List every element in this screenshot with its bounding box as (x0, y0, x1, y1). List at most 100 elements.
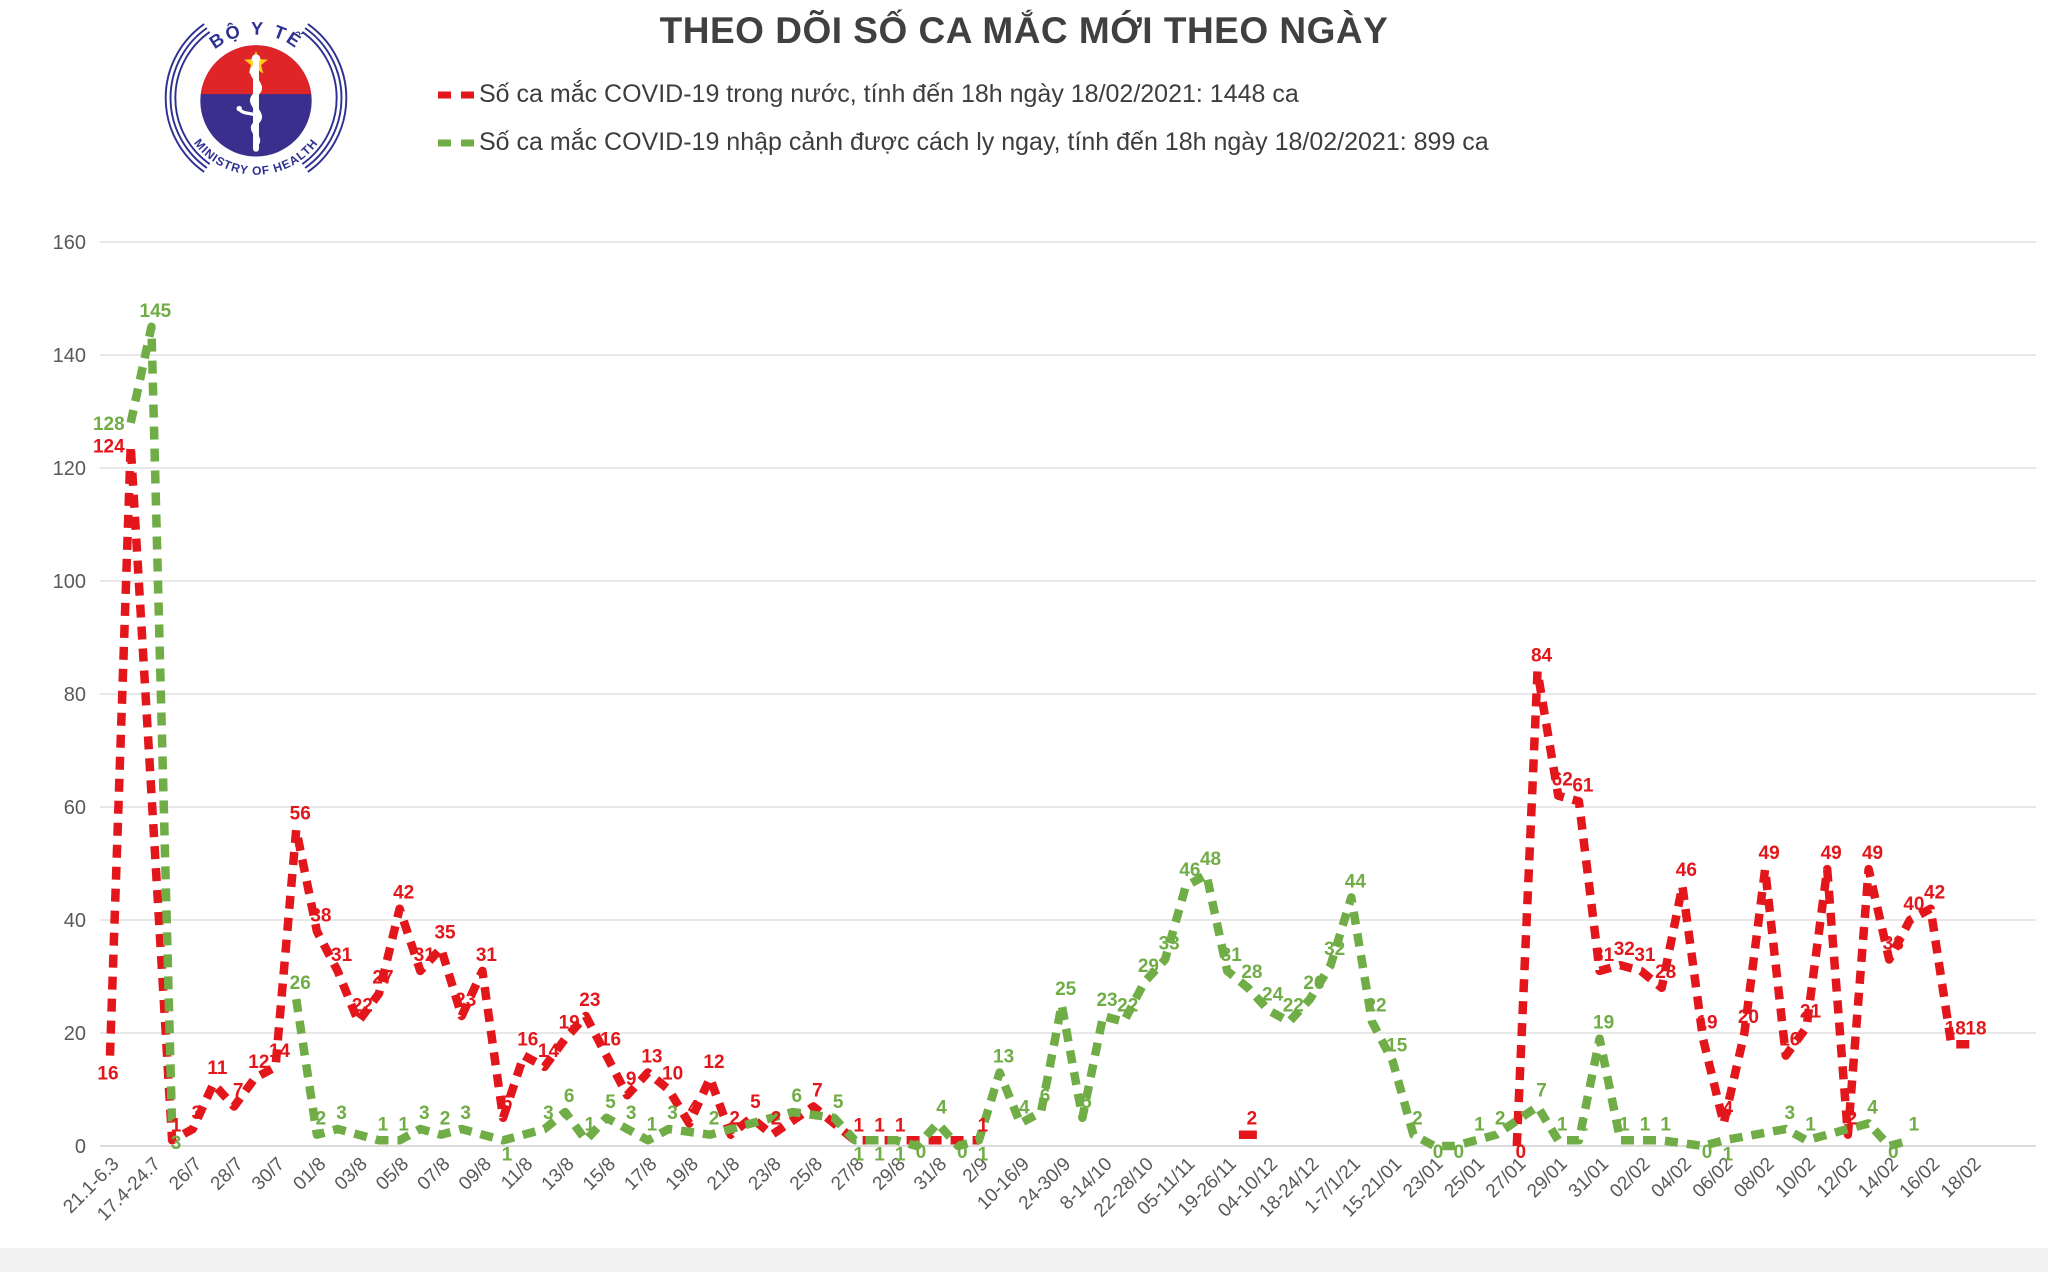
data-label-imported: 3 (419, 1103, 430, 1124)
x-tick-label: 02/02 (1606, 1154, 1654, 1202)
page-title: THEO DÕI SỐ CA MẮC MỚI THEO NGÀY (659, 10, 1389, 51)
data-label-imported: 31 (1221, 945, 1243, 966)
y-tick-label: 140 (53, 345, 86, 367)
data-label-imported: 3 (460, 1103, 471, 1124)
data-label-imported: 22 (1117, 996, 1138, 1017)
data-label-imported: 4 (1019, 1097, 1030, 1118)
data-label-imported: 1 (585, 1114, 596, 1135)
data-label-imported: 3 (667, 1103, 678, 1124)
data-label-domestic: 49 (1821, 843, 1842, 864)
data-label-imported: 28 (1241, 962, 1262, 983)
data-label-domestic: 31 (476, 945, 498, 966)
x-tick-label: 01/8 (289, 1154, 330, 1195)
series-line (291, 870, 1912, 1151)
y-tick-label: 80 (64, 684, 86, 706)
data-label-imported: 23 (1096, 990, 1117, 1011)
data-label-domestic: 35 (434, 922, 456, 943)
data-label-domestic: 2 (771, 1109, 782, 1130)
x-tick-label: 28/7 (207, 1154, 248, 1195)
data-label-domestic: 19 (559, 1013, 580, 1034)
series-line (126, 322, 177, 1130)
x-tick-label: 23/8 (745, 1154, 786, 1195)
data-label-domestic: 23 (455, 990, 476, 1011)
x-tick-label: 12/02 (1813, 1154, 1861, 1202)
data-label-domestic: 14 (538, 1041, 560, 1062)
y-tick-label: 0 (75, 1136, 86, 1158)
data-label-domestic: 32 (1614, 939, 1635, 960)
data-label-imported: 44 (1345, 871, 1367, 892)
series-line (105, 441, 979, 1145)
data-label-domestic: 16 (1779, 1030, 1800, 1051)
data-label-domestic: 84 (1531, 645, 1553, 666)
data-label-imported: 4 (936, 1097, 947, 1118)
x-tick-label: 25/8 (786, 1154, 827, 1195)
data-label-imported: 32 (1324, 939, 1345, 960)
data-label-imported: 1 (1619, 1114, 1630, 1135)
data-label-imported: 5 (833, 1092, 844, 1113)
data-label-imported: 15 (1386, 1035, 1408, 1056)
data-label-domestic: 56 (290, 804, 311, 825)
data-label-domestic: 13 (641, 1047, 662, 1068)
data-label-domestic: 22 (352, 996, 373, 1017)
data-label-imported: 128 (93, 414, 125, 435)
x-tick-label: 25/01 (1441, 1154, 1489, 1202)
data-label-imported: 3 (336, 1103, 347, 1124)
x-tick-label: 09/8 (455, 1154, 496, 1195)
x-tick-label: 16/02 (1896, 1154, 1944, 1202)
data-label-domestic: 0 (1516, 1142, 1527, 1163)
data-label-imported: 6 (564, 1086, 575, 1107)
data-label-imported: 1 (978, 1144, 989, 1165)
data-label-domestic: 62 (1552, 770, 1573, 791)
data-label-domestic: 7 (812, 1080, 823, 1101)
data-label-domestic: 1 (895, 1115, 906, 1136)
data-label-domestic: 1 (978, 1115, 989, 1136)
x-tick-label: 31/01 (1565, 1154, 1613, 1202)
x-tick-label: 08/02 (1730, 1154, 1778, 1202)
data-label-imported: 6 (791, 1086, 802, 1107)
data-label-imported: 13 (993, 1047, 1014, 1068)
data-label-domestic: 11 (207, 1058, 228, 1079)
data-label-domestic: 27 (372, 967, 393, 988)
data-label-domestic: 14 (269, 1041, 291, 1062)
legend-dash-green-icon (438, 139, 474, 146)
data-label-imported: 1 (895, 1144, 906, 1165)
data-label-imported: 4 (1867, 1097, 1878, 1118)
data-label-domestic: 2 (1247, 1109, 1258, 1130)
data-label-imported: 33 (1159, 934, 1180, 955)
y-tick-label: 20 (64, 1023, 86, 1045)
data-label-imported: 26 (1303, 973, 1324, 994)
data-label-domestic: 2 (1847, 1109, 1858, 1130)
legend-dash-red-icon (438, 91, 474, 98)
moh-logo-emblem: BỘ Y TẾ MINISTRY OF HEALTH (164, 17, 348, 178)
data-label-imported: 1 (1909, 1114, 1920, 1135)
moh-logo: BỘ Y TẾ MINISTRY OF HEALTH (160, 2, 352, 194)
data-label-imported: 1 (1660, 1114, 1671, 1135)
x-tick-label: 19/8 (662, 1154, 703, 1195)
data-label-domestic: 42 (393, 883, 414, 904)
data-label-imported: 1 (1805, 1114, 1816, 1135)
data-label-imported: 0 (916, 1142, 927, 1163)
data-label-imported: 1 (647, 1114, 658, 1135)
data-label-domestic: 28 (1655, 962, 1676, 983)
data-label-imported: 2 (316, 1109, 327, 1130)
data-label-domestic: 5 (750, 1092, 761, 1113)
data-label-domestic: 16 (517, 1030, 538, 1051)
data-label-domestic: 31 (414, 945, 436, 966)
logo-caduceus-icon (236, 54, 262, 152)
data-label-imported: 1 (1474, 1114, 1485, 1135)
data-label-imported: 2 (1412, 1109, 1423, 1130)
data-label-domestic: 1 (854, 1115, 865, 1136)
data-label-imported: 29 (1138, 956, 1159, 977)
data-label-imported: 1 (1578, 1114, 1589, 1135)
data-label-domestic: 5 (502, 1093, 513, 1114)
chart-legend: Số ca mắc COVID-19 trong nước, tính đến … (437, 80, 1489, 157)
legend-item-imported: Số ca mắc COVID-19 nhập cảnh được cách l… (437, 128, 1489, 157)
y-tick-label: 100 (53, 571, 86, 593)
data-label-domestic: 23 (579, 990, 600, 1011)
data-label-domestic: 49 (1862, 843, 1883, 864)
data-label-domestic: 9 (626, 1069, 637, 1090)
legend-item-domestic: Số ca mắc COVID-19 trong nước, tính đến … (437, 80, 1489, 109)
data-label-imported: 25 (1055, 979, 1077, 1000)
